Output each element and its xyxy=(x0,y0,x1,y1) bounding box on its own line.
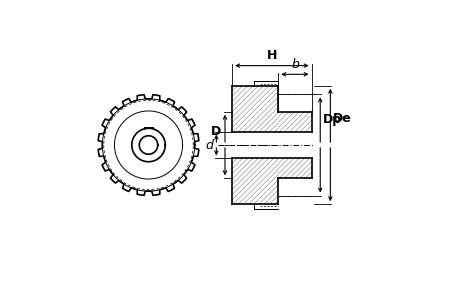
Text: H: H xyxy=(267,49,277,62)
Text: d: d xyxy=(206,139,213,151)
Text: D: D xyxy=(212,125,221,138)
Text: b: b xyxy=(291,58,299,71)
Text: Dp: Dp xyxy=(323,113,342,126)
Text: De: De xyxy=(333,112,352,125)
